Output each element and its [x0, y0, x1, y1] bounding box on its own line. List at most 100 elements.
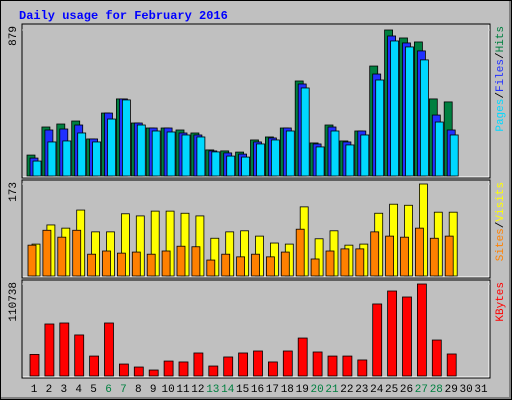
bar: [208, 365, 219, 377]
x-tick-label: 14: [221, 384, 235, 396]
x-tick-label: 20: [310, 384, 323, 396]
legend-entry: Visits: [495, 182, 507, 222]
y-tick-label: 110738: [8, 282, 20, 322]
x-tick-label: 23: [355, 384, 368, 396]
bar: [223, 356, 234, 377]
bar: [119, 363, 129, 377]
bar: [72, 229, 82, 277]
bar: [300, 87, 310, 177]
bar: [47, 141, 57, 177]
bar: [191, 246, 201, 277]
x-tick-label: 18: [281, 384, 294, 396]
bar: [117, 252, 126, 277]
bar: [181, 134, 191, 177]
bar: [57, 236, 67, 277]
bar: [310, 258, 320, 277]
x-tick-label: 9: [150, 384, 157, 396]
bar: [429, 237, 439, 277]
bar: [29, 353, 40, 377]
bar: [375, 79, 385, 177]
bar: [163, 360, 174, 377]
x-tick-label: 2: [46, 384, 53, 396]
bar: [32, 160, 42, 177]
bar: [282, 350, 293, 377]
x-tick-label: 22: [340, 384, 353, 396]
bar: [253, 350, 263, 377]
x-tick-label: 3: [60, 384, 67, 396]
bar: [77, 132, 87, 177]
bar: [87, 253, 96, 277]
bar: [211, 151, 221, 177]
legend-separator: /: [495, 222, 507, 229]
bar: [345, 144, 355, 177]
bar: [74, 334, 85, 377]
bar: [193, 352, 204, 377]
bar: [122, 99, 131, 177]
bar: [265, 256, 275, 277]
x-tick-label: 21: [325, 384, 339, 396]
bar: [236, 256, 246, 277]
bar: [357, 359, 368, 377]
bar: [325, 250, 335, 277]
bar: [360, 134, 370, 177]
bar: [431, 339, 442, 377]
x-tick-label: 30: [459, 384, 472, 396]
bar: [416, 283, 427, 377]
x-tick-label: 17: [266, 384, 279, 396]
bar: [42, 229, 52, 277]
bar: [27, 244, 37, 277]
bar: [355, 248, 365, 277]
x-tick-label: 25: [385, 384, 398, 396]
x-tick-label: 13: [206, 384, 219, 396]
bar: [146, 253, 156, 277]
legend-entry: Sites: [495, 228, 507, 261]
bar: [390, 40, 400, 177]
bar: [446, 353, 457, 377]
bar: [251, 253, 260, 277]
x-tick-label: 7: [120, 384, 127, 396]
bar: [297, 337, 308, 377]
bar: [102, 250, 111, 277]
bar: [312, 351, 323, 377]
bar: [178, 361, 189, 377]
x-tick-label: 11: [176, 384, 190, 396]
bar: [372, 303, 383, 377]
bar: [342, 355, 353, 377]
bar: [330, 130, 340, 177]
x-tick-label: 29: [445, 384, 458, 396]
bar: [340, 248, 350, 277]
bar: [107, 118, 116, 177]
bar: [315, 146, 325, 177]
bar: [221, 253, 231, 277]
bar: [405, 46, 414, 177]
bar: [136, 124, 146, 177]
bar: [89, 355, 99, 377]
legend: Pages/Files/Hits: [495, 26, 507, 132]
bar: [295, 228, 305, 277]
bar: [166, 131, 176, 177]
legend-separator: /: [495, 52, 507, 59]
bar: [267, 361, 278, 377]
bar: [226, 155, 236, 177]
bar: [133, 366, 144, 377]
x-tick-label: 19: [296, 384, 309, 396]
bar: [385, 235, 395, 277]
legend-separator: /: [495, 92, 507, 99]
bar: [151, 130, 161, 177]
x-tick-label: 28: [430, 384, 443, 396]
bar: [238, 352, 249, 377]
bar: [59, 322, 70, 377]
bar: [161, 250, 171, 277]
legend: KBytes: [495, 282, 507, 322]
x-tick-label: 12: [191, 384, 204, 396]
bar: [241, 156, 251, 177]
bar: [270, 139, 280, 177]
x-tick-label: 10: [161, 384, 174, 396]
x-tick-label: 16: [251, 384, 264, 396]
legend-entry: Files: [495, 59, 507, 92]
bar: [402, 296, 412, 377]
bar: [400, 236, 409, 277]
bar: [327, 355, 338, 377]
bar: [148, 369, 159, 377]
